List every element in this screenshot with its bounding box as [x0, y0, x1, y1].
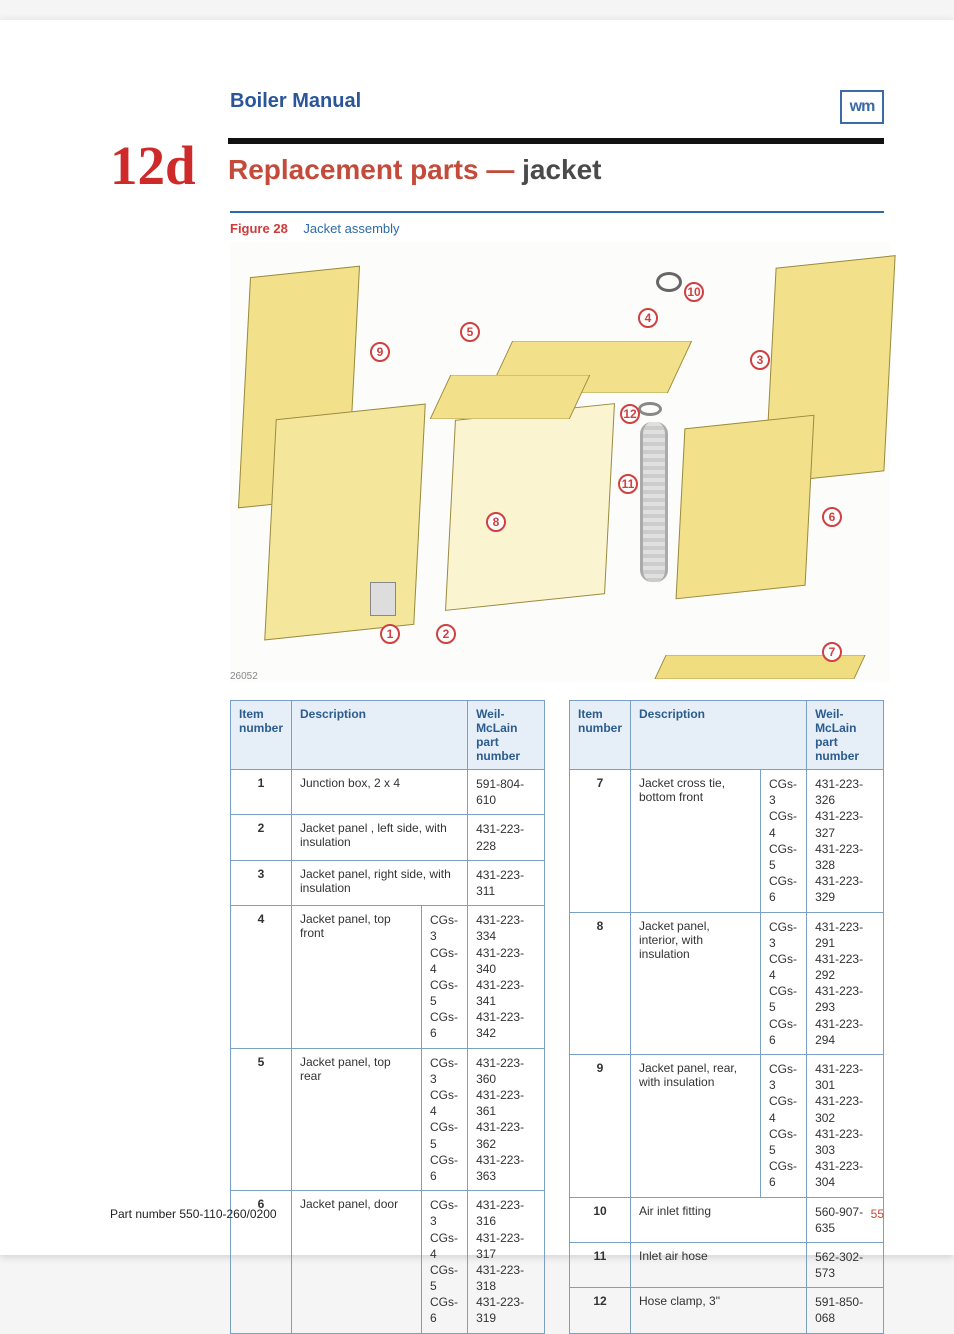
callout-6: 6 [822, 507, 842, 527]
table-row: 1Junction box, 2 x 4591-804-610 [231, 770, 545, 815]
footer-part-number: Part number 550-110-260/0200 [110, 1207, 277, 1221]
th-desc: Description [292, 701, 468, 770]
callout-12: 12 [620, 404, 640, 424]
cell-item: 8 [570, 912, 631, 1055]
section-title: Replacement parts — jacket [228, 154, 884, 186]
page: Boiler Manual wm 12d Replacement parts —… [0, 20, 954, 1255]
callout-4: 4 [638, 308, 658, 328]
cell-models: CGs-3CGs-4CGs-5CGs-6 [761, 912, 807, 1055]
cell-models: CGs-3CGs-4CGs-5CGs-6 [761, 770, 807, 913]
cell-part: 562-302-573 [807, 1242, 884, 1287]
table-row: 5Jacket panel, top rearCGs-3CGs-4CGs-5CG… [231, 1048, 545, 1191]
table-row: 12Hose clamp, 3"591-850-068 [570, 1288, 884, 1333]
exploded-diagram: 1 2 3 4 5 6 7 8 9 10 11 12 26052 [230, 242, 890, 682]
air-hose [640, 422, 668, 582]
cell-item: 9 [570, 1055, 631, 1198]
parts-table-left: Item number Description Weil-McLain part… [230, 700, 545, 1334]
cell-desc: Jacket panel, right side, with insulatio… [292, 860, 468, 905]
cell-models: CGs-3CGs-4CGs-5CGs-6 [422, 906, 468, 1049]
section-dash: — [486, 154, 514, 185]
callout-8: 8 [486, 512, 506, 532]
cell-item: 1 [231, 770, 292, 815]
th-item: Item number [231, 701, 292, 770]
figure-caption: Figure 28 Jacket assembly [230, 221, 884, 236]
panel-left [264, 404, 426, 641]
manual-title: Boiler Manual [230, 90, 361, 113]
section-title-suffix: jacket [522, 154, 601, 185]
cell-item: 3 [231, 860, 292, 905]
cell-desc: Jacket panel , left side, with insulatio… [292, 815, 468, 860]
cell-item: 11 [570, 1242, 631, 1287]
cell-part: 431-223-326431-223-327431-223-328431-223… [807, 770, 884, 913]
cell-models: CGs-3CGs-4CGs-5CGs-6 [422, 1048, 468, 1191]
cell-desc: Jacket panel, interior, with insulation [631, 912, 761, 1055]
cell-part: 431-223-301431-223-302431-223-303431-223… [807, 1055, 884, 1198]
cell-item: 12 [570, 1288, 631, 1333]
callout-9: 9 [370, 342, 390, 362]
hose-clamp-icon [638, 402, 662, 416]
figure-label: Figure 28 [230, 221, 288, 236]
callout-1: 1 [380, 624, 400, 644]
cell-part: 431-223-311 [468, 860, 545, 905]
table-row: 9Jacket panel, rear, with insulationCGs-… [570, 1055, 884, 1198]
diagram-id: 26052 [230, 671, 258, 682]
cell-desc: Jacket panel, top front [292, 906, 422, 1049]
cell-desc: Jacket cross tie, bottom front [631, 770, 761, 913]
parts-table-right: Item number Description Weil-McLain part… [569, 700, 884, 1334]
callout-2: 2 [436, 624, 456, 644]
table-row: 11Inlet air hose562-302-573 [570, 1242, 884, 1287]
footer: Part number 550-110-260/0200 55 [110, 1207, 884, 1221]
logo-icon: wm [850, 98, 875, 116]
cell-item: 4 [231, 906, 292, 1049]
black-rule [228, 138, 884, 144]
cell-part: 431-223-228 [468, 815, 545, 860]
cell-part: 431-223-291431-223-292431-223-293431-223… [807, 912, 884, 1055]
junction-box [370, 582, 396, 616]
section-title-prefix: Replacement parts [228, 154, 479, 185]
cell-part: 431-223-360431-223-361431-223-362431-223… [468, 1048, 545, 1191]
header: Boiler Manual wm [110, 90, 884, 124]
th-part: Weil-McLain part number [468, 701, 545, 770]
tables-row: Item number Description Weil-McLain part… [230, 700, 884, 1334]
cell-desc: Junction box, 2 x 4 [292, 770, 468, 815]
figure-text: Jacket assembly [303, 221, 399, 236]
table-row: 7Jacket cross tie, bottom frontCGs-3CGs-… [570, 770, 884, 913]
callout-7: 7 [822, 642, 842, 662]
cell-desc: Hose clamp, 3" [631, 1288, 807, 1333]
cell-item: 7 [570, 770, 631, 913]
cell-part: 591-804-610 [468, 770, 545, 815]
cell-desc: Inlet air hose [631, 1242, 807, 1287]
th-desc-r: Description [631, 701, 807, 770]
section-header: 12d Replacement parts — jacket [110, 138, 884, 193]
cell-desc: Jacket panel, top rear [292, 1048, 422, 1191]
table-row: 8Jacket panel, interior, with insulation… [570, 912, 884, 1055]
section-title-wrap: Replacement parts — jacket [228, 138, 884, 186]
cell-part: 591-850-068 [807, 1288, 884, 1333]
section-number: 12d [110, 138, 210, 193]
logo-box: wm [840, 90, 884, 124]
panel-top-front [430, 375, 591, 419]
cell-desc: Jacket panel, rear, with insulation [631, 1055, 761, 1198]
panel-door [676, 415, 815, 600]
th-item-r: Item number [570, 701, 631, 770]
cell-item: 2 [231, 815, 292, 860]
cell-part: 431-223-334431-223-340431-223-341431-223… [468, 906, 545, 1049]
table-row: 3Jacket panel, right side, with insulati… [231, 860, 545, 905]
table-row: 4Jacket panel, top frontCGs-3CGs-4CGs-5C… [231, 906, 545, 1049]
cell-item: 5 [231, 1048, 292, 1191]
cell-models: CGs-3CGs-4CGs-5CGs-6 [761, 1055, 807, 1198]
callout-10: 10 [684, 282, 704, 302]
table-row: 2Jacket panel , left side, with insulati… [231, 815, 545, 860]
blue-rule [230, 211, 884, 213]
callout-11: 11 [618, 474, 638, 494]
air-inlet-icon [656, 272, 682, 292]
th-part-r: Weil-McLain part number [807, 701, 884, 770]
callout-5: 5 [460, 322, 480, 342]
footer-page: 55 [871, 1207, 884, 1221]
callout-3: 3 [750, 350, 770, 370]
panel-interior [445, 403, 615, 611]
